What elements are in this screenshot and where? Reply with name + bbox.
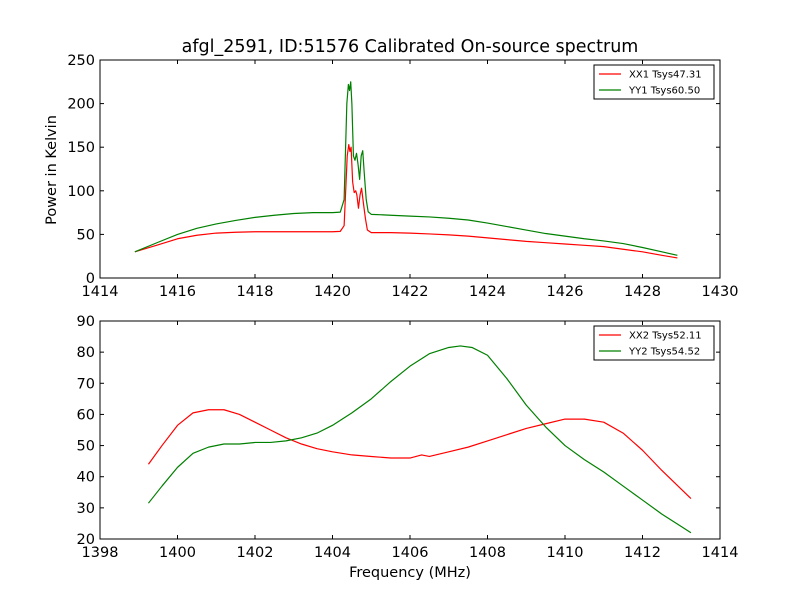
bottom-x-tick-label: 1412	[624, 545, 661, 561]
bottom-y-tick-label: 70	[77, 376, 95, 392]
bottom-y-tick-label: 90	[77, 314, 95, 330]
top-series-line-1	[134, 81, 678, 256]
bottom-x-tick-label: 1398	[82, 545, 119, 561]
bottom-y-tick-label: 50	[77, 439, 95, 455]
bottom-plot-ticks: 1398 1400 1402 1404 1406 1408 1410 1412 1414 20 30…	[77, 314, 739, 561]
top-legend-label-xx1: XX1 Tsys47.31	[629, 70, 702, 81]
bottom-legend-label-yy2: YY2 Tsys54.52	[628, 347, 700, 358]
bottom-y-tick-label: 60	[77, 407, 95, 423]
bottom-legend-label-xx2: XX2 Tsys52.11	[629, 331, 702, 342]
top-y-tick-label: 100	[67, 184, 95, 200]
bottom-series-line-1	[147, 345, 692, 534]
bottom-x-tick-label: 1408	[469, 545, 506, 561]
x-axis-label: Frequency (MHz)	[349, 565, 471, 581]
top-x-tick-label: 1426	[547, 284, 584, 300]
top-plot-ticks: 1414 1416 1418 1420 1422 1424 1426 1428 1430 0 50 1…	[67, 53, 738, 300]
chart-title: afgl_2591, ID:51576 Calibrated On-source…	[182, 37, 639, 57]
top-y-tick-label: 50	[77, 227, 95, 243]
top-x-tick-label: 1420	[314, 284, 351, 300]
top-y-tick-label: 0	[86, 271, 95, 287]
bottom-y-tick-label: 40	[77, 470, 95, 486]
top-y-tick-label: 250	[67, 53, 95, 69]
top-legend: XX1 Tsys47.31 YY1 Tsys60.50	[593, 64, 715, 100]
top-x-tick-label: 1424	[469, 284, 506, 300]
bottom-x-tick-label: 1410	[547, 545, 584, 561]
bottom-x-tick-label: 1400	[159, 545, 196, 561]
top-x-tick-label: 1422	[392, 284, 429, 300]
bottom-legend: XX2 Tsys52.11 YY2 Tsys54.52	[593, 325, 715, 361]
top-x-tick-label: 1418	[237, 284, 274, 300]
bottom-x-tick-label: 1406	[392, 545, 429, 561]
top-plot-lines	[134, 81, 678, 259]
top-x-tick-label: 1416	[159, 284, 196, 300]
top-legend-box	[593, 64, 715, 100]
bottom-plot-lines	[147, 345, 692, 534]
bottom-x-tick-label: 1404	[314, 545, 351, 561]
y-axis-label: Power in Kelvin	[44, 115, 60, 225]
bottom-y-tick-label: 20	[77, 532, 95, 548]
top-subplot: 1414 1416 1418 1420 1422 1424 1426 1428 1430 0 50 1…	[67, 53, 738, 300]
bottom-x-tick-label: 1414	[702, 545, 739, 561]
top-x-tick-label: 1430	[702, 284, 739, 300]
bottom-y-tick-label: 30	[77, 501, 95, 517]
top-y-tick-label: 150	[67, 140, 95, 156]
bottom-legend-box	[593, 325, 715, 361]
top-series-line-0	[134, 143, 678, 259]
bottom-y-tick-label: 80	[77, 345, 95, 361]
top-x-tick-label: 1414	[82, 284, 119, 300]
bottom-series-line-0	[147, 409, 692, 499]
bottom-x-tick-label: 1402	[237, 545, 274, 561]
top-y-tick-label: 200	[67, 97, 95, 113]
top-x-tick-label: 1428	[624, 284, 661, 300]
bottom-subplot: 1398 1400 1402 1404 1406 1408 1410 1412 1414 20 30…	[77, 314, 739, 561]
top-legend-label-yy1: YY1 Tsys60.50	[628, 86, 700, 97]
